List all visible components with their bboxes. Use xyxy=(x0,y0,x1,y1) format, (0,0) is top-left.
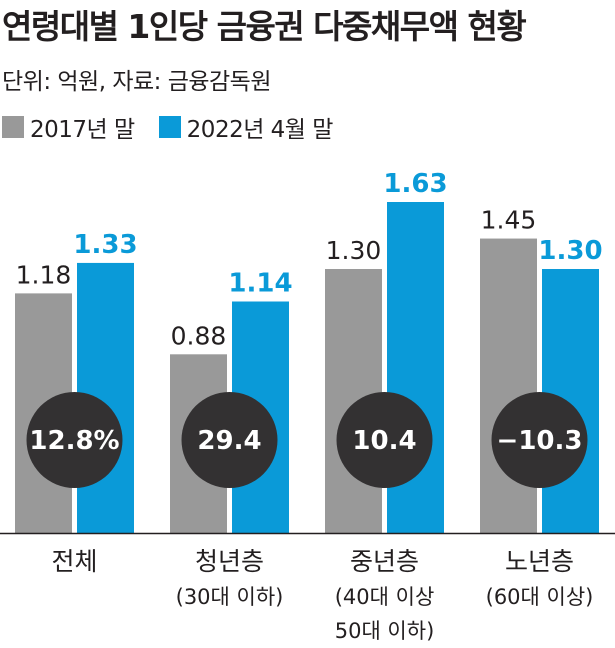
category-label-2: 중년층 xyxy=(350,547,419,576)
change-circle-1 xyxy=(181,392,278,488)
change-label-2: 10.4 xyxy=(352,426,416,456)
value-label-2017-0: 1.18 xyxy=(16,260,72,289)
legend-swatch-2022 xyxy=(158,116,181,138)
legend-label-2017: 2017년 말 xyxy=(30,117,135,143)
category-label-1: 청년층 xyxy=(195,547,264,576)
legend: 2017년 말 2022년 4월 말 xyxy=(2,110,357,144)
category-label-0: 전체 xyxy=(51,547,97,576)
legend-swatch-2017 xyxy=(2,116,24,138)
chart-source: 단위: 억원, 자료: 금융감독원 xyxy=(2,69,272,95)
value-label-2017-2: 1.30 xyxy=(326,236,382,265)
value-label-2022-2: 1.63 xyxy=(383,169,447,199)
bar-2017-3 xyxy=(480,238,537,533)
change-label-0: 12.8% xyxy=(29,426,119,456)
value-label-2022-3: 1.30 xyxy=(538,236,602,266)
category-sublabel-2-0: (40대 이상 xyxy=(335,585,435,609)
value-label-2017-1: 0.88 xyxy=(171,321,227,350)
legend-item-2017: 2017년 말 xyxy=(2,110,135,144)
value-label-2017-3: 1.45 xyxy=(481,206,537,235)
legend-item-2022: 2022년 4월 말 xyxy=(158,110,334,144)
category-sublabel-1-0: (30대 이하) xyxy=(176,585,284,609)
change-circle-3 xyxy=(491,392,588,488)
legend-label-2022: 2022년 4월 말 xyxy=(186,117,334,143)
chart-title: 연령대별 1인당 금융권 다중채무액 현황 xyxy=(2,7,527,46)
category-sublabel-2-1: 50대 이하) xyxy=(335,619,435,643)
change-circle-2 xyxy=(336,392,433,488)
value-label-2022-0: 1.33 xyxy=(73,230,137,260)
change-label-3: −10.3 xyxy=(497,426,583,456)
value-label-2022-1: 1.14 xyxy=(228,269,292,299)
category-label-3: 노년층 xyxy=(505,547,574,576)
category-sublabel-3-0: (60대 이상) xyxy=(486,585,594,609)
change-label-1: 29.4 xyxy=(197,426,261,456)
change-circle-0 xyxy=(26,392,123,488)
